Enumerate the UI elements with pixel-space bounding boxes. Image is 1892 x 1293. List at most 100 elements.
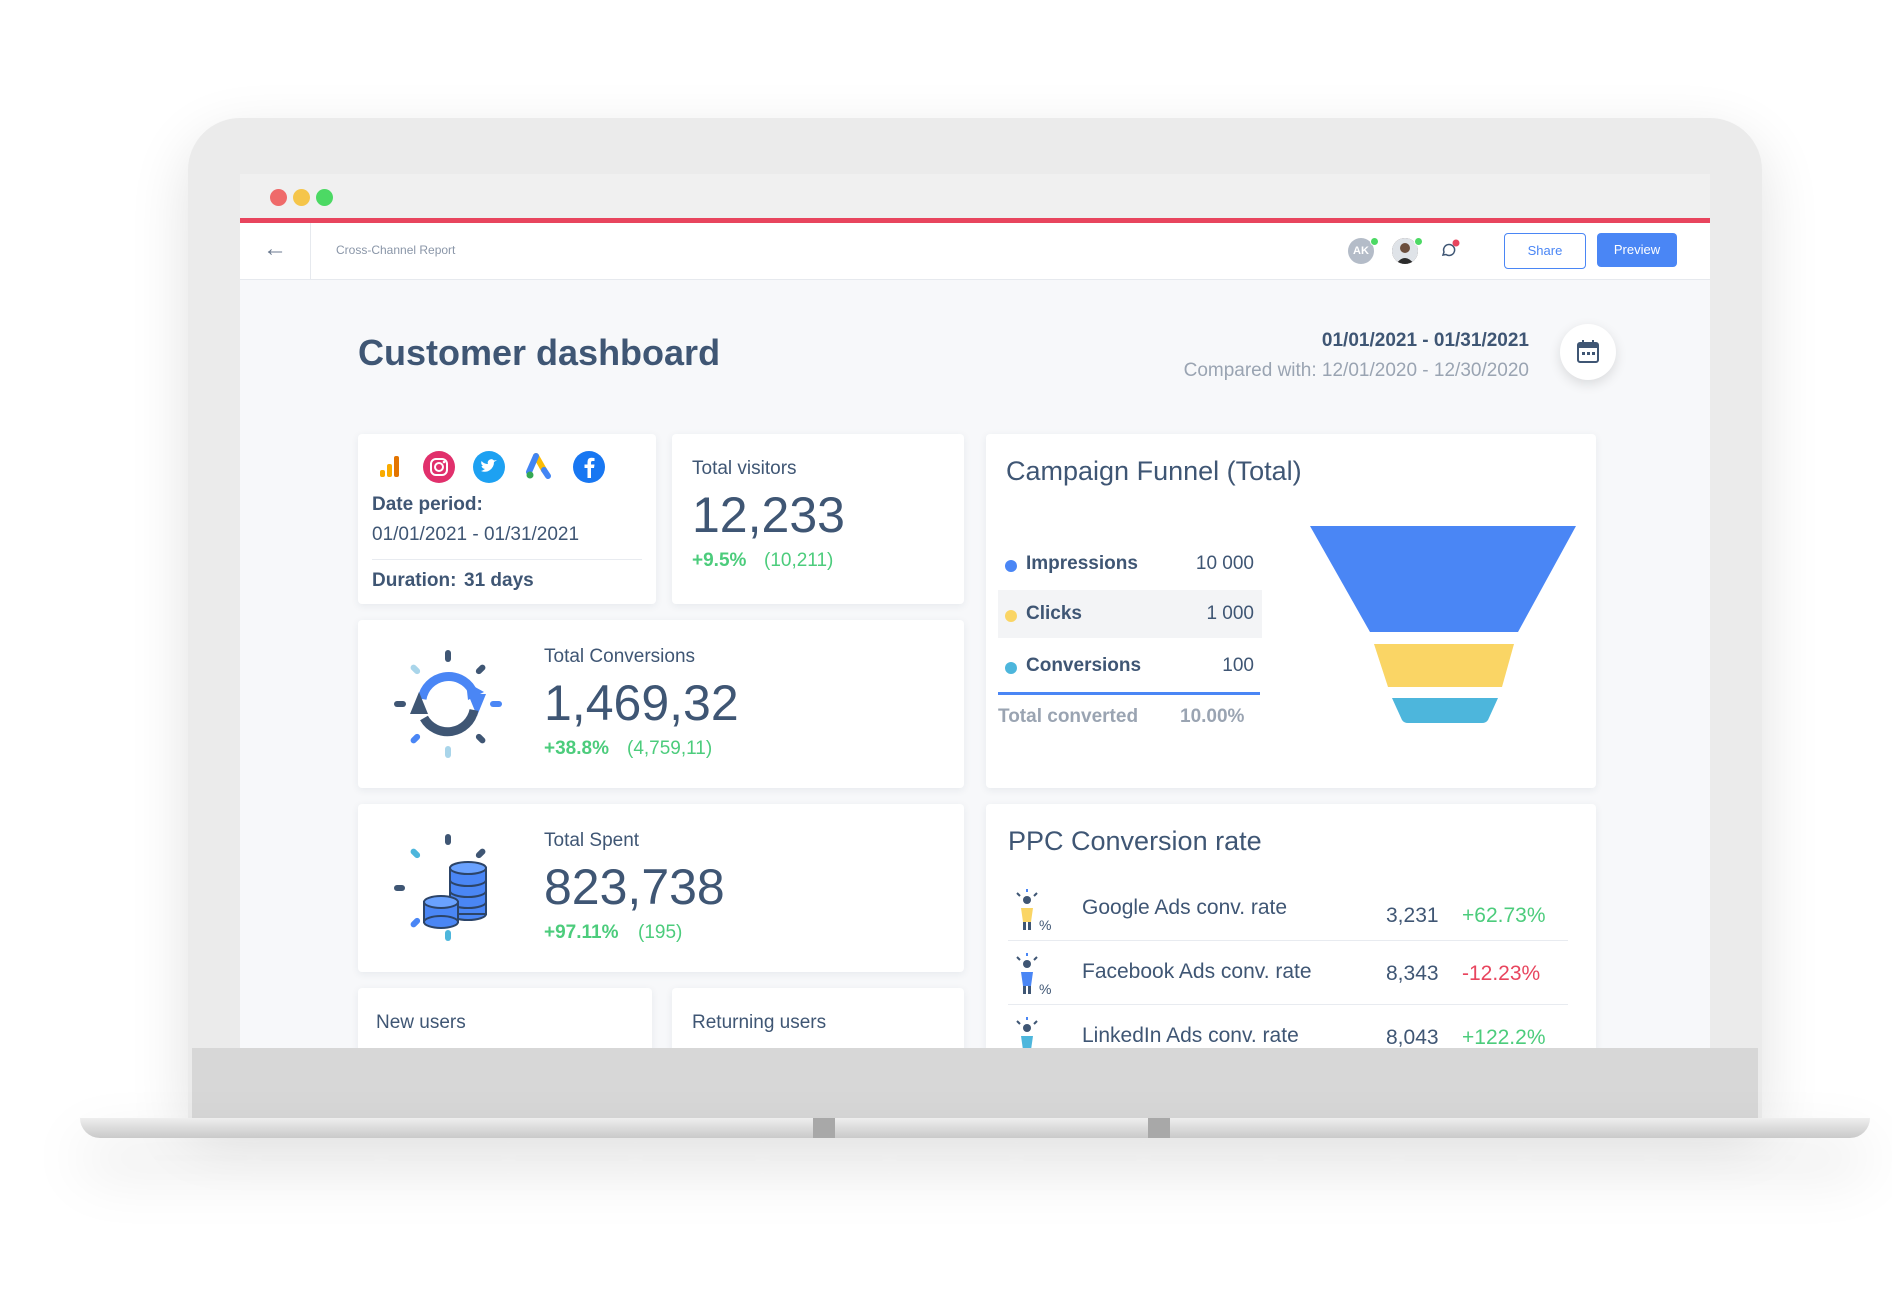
ppc-conversion-card: PPC Conversion rate % Google Ads conv. r… bbox=[986, 804, 1596, 1048]
avatar-photo[interactable] bbox=[1392, 238, 1418, 264]
window-titlebar bbox=[240, 174, 1710, 218]
new-users-card: New users bbox=[358, 988, 652, 1048]
funnel-row-value: 100 bbox=[1222, 655, 1254, 676]
date-period-value: 01/01/2021 - 01/31/2021 bbox=[372, 524, 580, 545]
report-title: Cross-Channel Report bbox=[336, 243, 456, 257]
person-percent-icon: % bbox=[1016, 889, 1051, 933]
funnel-row-name: Conversions bbox=[1026, 655, 1142, 676]
duration-value: 31 days bbox=[464, 570, 534, 591]
total-conversions-previous: (4,759,11) bbox=[627, 738, 713, 759]
ppc-row-name: LinkedIn Ads conv. rate bbox=[1082, 1024, 1299, 1047]
total-conversions-card: Total Conversions 1,469,32 +38.8% (4,759… bbox=[358, 620, 964, 788]
person-percent-icon: % bbox=[1016, 1017, 1051, 1048]
total-converted-label: Total converted bbox=[998, 706, 1139, 727]
funnel-row-name: Impressions bbox=[1026, 553, 1138, 574]
comments-button[interactable] bbox=[1435, 238, 1461, 264]
close-window-button[interactable] bbox=[270, 189, 287, 206]
new-users-label: New users bbox=[376, 1012, 466, 1033]
total-spent-value: 823,738 bbox=[544, 859, 725, 915]
funnel-chart bbox=[1310, 526, 1576, 723]
svg-text:%: % bbox=[1039, 981, 1051, 997]
returning-users-card: Returning users bbox=[672, 988, 964, 1048]
sources-card: Date period: 01/01/2021 - 01/31/2021 Dur… bbox=[358, 434, 656, 604]
funnel-row-impressions: Impressions 10 000 bbox=[998, 540, 1262, 588]
ppc-row-facebook-ads: % Facebook Ads conv. rate 8,343 -12.23% bbox=[1008, 940, 1568, 1005]
laptop-hinge bbox=[813, 1118, 835, 1138]
funnel-title: Campaign Funnel (Total) bbox=[1006, 456, 1302, 486]
avatar[interactable]: AK bbox=[1348, 238, 1374, 264]
returning-users-label: Returning users bbox=[692, 1012, 827, 1033]
ppc-row-change: +122.2% bbox=[1462, 1026, 1546, 1048]
ppc-row-value: 3,231 bbox=[1386, 904, 1439, 927]
svg-text:%: % bbox=[1039, 1045, 1051, 1048]
funnel-impressions-segment bbox=[1310, 526, 1576, 632]
date-picker-button[interactable] bbox=[1560, 324, 1616, 380]
total-visitors-delta: +9.5% bbox=[692, 550, 747, 571]
toolbar: ← Cross-Channel Report AK Share Preview bbox=[240, 223, 1710, 280]
preview-button[interactable]: Preview bbox=[1597, 233, 1677, 267]
funnel-clicks-segment bbox=[1374, 644, 1514, 687]
app-screen: ← Cross-Channel Report AK Share Preview … bbox=[240, 174, 1710, 1048]
total-spent-previous: (195) bbox=[638, 922, 683, 943]
total-spent-delta: +97.11% bbox=[544, 922, 619, 943]
funnel-row-conversions: Conversions 100 bbox=[998, 642, 1262, 690]
ppc-row-value: 8,343 bbox=[1386, 962, 1439, 985]
conversion-cycle-icon bbox=[394, 650, 502, 758]
legend-dot bbox=[1005, 662, 1017, 674]
laptop-bar bbox=[80, 1118, 1870, 1138]
share-button[interactable]: Share bbox=[1504, 233, 1586, 269]
svg-text:%: % bbox=[1039, 917, 1051, 933]
total-conversions-value: 1,469,32 bbox=[544, 675, 739, 731]
facebook-ads-icon bbox=[573, 451, 605, 483]
chat-bubble-icon bbox=[1436, 239, 1460, 263]
date-period-label: Date period: bbox=[372, 494, 483, 515]
total-conversions-delta: +38.8% bbox=[544, 738, 609, 759]
legend-dot bbox=[1005, 560, 1017, 572]
campaign-funnel-card: Campaign Funnel (Total) Impressions 10 0… bbox=[986, 434, 1596, 788]
total-conversions-label: Total Conversions bbox=[544, 646, 696, 667]
total-divider bbox=[998, 692, 1260, 695]
total-visitors-label: Total visitors bbox=[692, 458, 797, 479]
total-spent-card: Total Spent 823,738 +97.11% (195) bbox=[358, 804, 964, 972]
ppc-row-name: Google Ads conv. rate bbox=[1082, 896, 1288, 919]
page-title: Customer dashboard bbox=[358, 332, 721, 373]
person-percent-icon: % bbox=[1016, 953, 1051, 997]
compared-range: Compared with: 12/01/2020 - 12/30/2020 bbox=[1183, 360, 1529, 381]
laptop-hinge bbox=[1148, 1118, 1170, 1138]
ppc-row-google-ads: % Google Ads conv. rate 3,231 +62.73% bbox=[1008, 876, 1568, 941]
accent-bar bbox=[240, 218, 1710, 223]
funnel-row-value: 1 000 bbox=[1206, 603, 1254, 624]
laptop-base bbox=[192, 1048, 1758, 1118]
total-spent-label: Total Spent bbox=[544, 830, 640, 851]
ppc-row-change: -12.23% bbox=[1462, 962, 1541, 985]
funnel-conversions-segment bbox=[1392, 698, 1498, 723]
ppc-row-change: +62.73% bbox=[1462, 904, 1546, 927]
calendar-icon bbox=[1577, 340, 1599, 363]
ppc-row-name: Facebook Ads conv. rate bbox=[1082, 960, 1312, 983]
online-indicator bbox=[1414, 237, 1423, 246]
divider bbox=[372, 559, 642, 560]
back-button[interactable]: ← bbox=[240, 223, 311, 279]
funnel-row-value: 10 000 bbox=[1195, 553, 1254, 574]
arrow-left-icon: ← bbox=[263, 235, 287, 262]
google-analytics-icon bbox=[380, 456, 399, 477]
funnel-row-name: Clicks bbox=[1026, 603, 1082, 624]
ppc-row-value: 8,043 bbox=[1386, 1026, 1439, 1048]
user-photo-icon bbox=[1392, 238, 1418, 264]
maximize-window-button[interactable] bbox=[316, 189, 333, 206]
google-ads-icon bbox=[526, 453, 551, 479]
minimize-window-button[interactable] bbox=[293, 189, 310, 206]
date-range: 01/01/2021 - 01/31/2021 bbox=[1321, 330, 1529, 351]
instagram-icon bbox=[423, 451, 455, 483]
total-visitors-previous: (10,211) bbox=[764, 550, 834, 571]
ppc-row-linkedin-ads: % LinkedIn Ads conv. rate 8,043 +122.2% bbox=[1008, 1004, 1568, 1048]
total-converted-value: 10.00% bbox=[1180, 706, 1245, 727]
coins-stack-icon bbox=[394, 834, 487, 941]
duration-label: Duration: bbox=[372, 570, 457, 591]
legend-dot bbox=[1005, 610, 1017, 622]
twitter-icon bbox=[473, 451, 505, 483]
funnel-row-clicks: Clicks 1 000 bbox=[998, 590, 1262, 638]
ppc-title: PPC Conversion rate bbox=[1008, 826, 1262, 856]
total-visitors-card: Total visitors 12,233 +9.5% (10,211) bbox=[672, 434, 964, 604]
online-indicator bbox=[1370, 237, 1379, 246]
